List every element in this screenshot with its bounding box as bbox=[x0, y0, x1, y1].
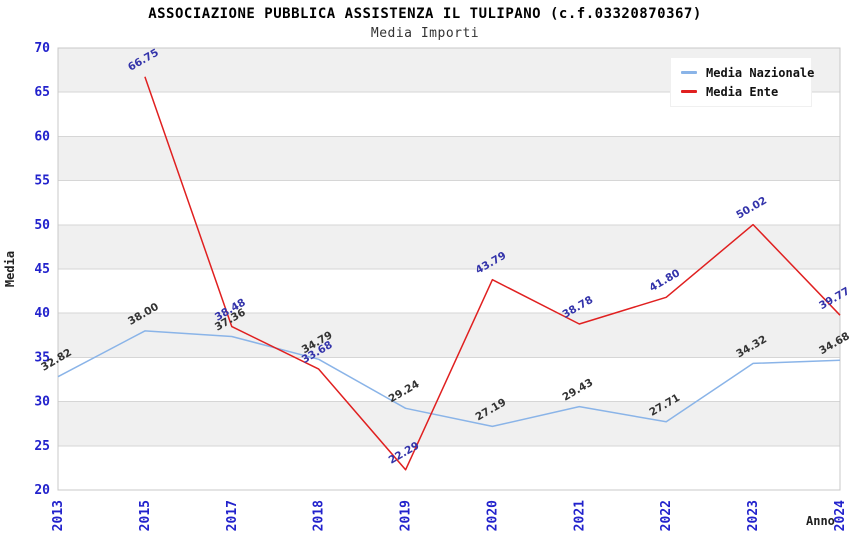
x-axis-title: Anno bbox=[806, 514, 835, 528]
grid-band bbox=[58, 136, 840, 181]
y-tick-label: 60 bbox=[34, 129, 50, 144]
series-line-media-nazionale bbox=[57, 330, 841, 428]
y-tick-label: 50 bbox=[34, 218, 50, 233]
y-tick-label: 55 bbox=[34, 174, 50, 189]
y-tick-label: 40 bbox=[34, 306, 50, 321]
y-tick-label: 35 bbox=[34, 350, 50, 365]
x-tick-label: 2018 bbox=[312, 500, 327, 531]
series-line-media-ente bbox=[144, 76, 841, 471]
x-tick-label: 2022 bbox=[659, 500, 674, 531]
data-label-media-ente: 50.02 bbox=[734, 195, 769, 222]
legend-label: Media Nazionale bbox=[706, 65, 815, 80]
media-ente-line-swatch bbox=[681, 90, 697, 93]
plot-border bbox=[57, 47, 841, 491]
y-tick-label: 30 bbox=[34, 395, 50, 410]
x-tick-label: 2017 bbox=[225, 500, 240, 531]
x-tick-label: 2023 bbox=[746, 500, 761, 531]
y-tick-label: 20 bbox=[34, 483, 50, 498]
x-tick-label: 2020 bbox=[485, 500, 500, 531]
y-tick-label: 25 bbox=[34, 439, 50, 454]
media-nazionale-line-swatch bbox=[681, 71, 697, 74]
x-tick-label: 2019 bbox=[399, 500, 414, 531]
x-tick-label: 2013 bbox=[51, 500, 66, 531]
legend-item-media-ente: Media Ente bbox=[681, 82, 803, 101]
x-tick-label: 2021 bbox=[572, 500, 587, 531]
legend-item-media-nazionale: Media Nazionale bbox=[681, 63, 814, 82]
grid-band bbox=[58, 313, 840, 358]
chart-subtitle: Media Importi bbox=[370, 26, 480, 41]
y-tick-label: 70 bbox=[34, 41, 50, 56]
legend-label: Media Ente bbox=[706, 84, 779, 99]
data-label-media-nazionale: 29.43 bbox=[560, 377, 595, 404]
x-tick-label: 2024 bbox=[833, 500, 848, 531]
y-tick-label: 45 bbox=[34, 262, 50, 277]
grid-band bbox=[58, 224, 840, 269]
y-tick-label: 65 bbox=[34, 85, 50, 100]
y-axis-title: Media bbox=[3, 250, 17, 288]
chart-title: ASSOCIAZIONE PUBBLICA ASSISTENZA IL TULI… bbox=[148, 6, 702, 22]
x-tick-label: 2015 bbox=[138, 500, 153, 531]
grid-band bbox=[58, 401, 840, 446]
data-label-media-ente: 41.80 bbox=[647, 267, 682, 294]
legend: Media Nazionale Media Ente bbox=[670, 57, 814, 107]
